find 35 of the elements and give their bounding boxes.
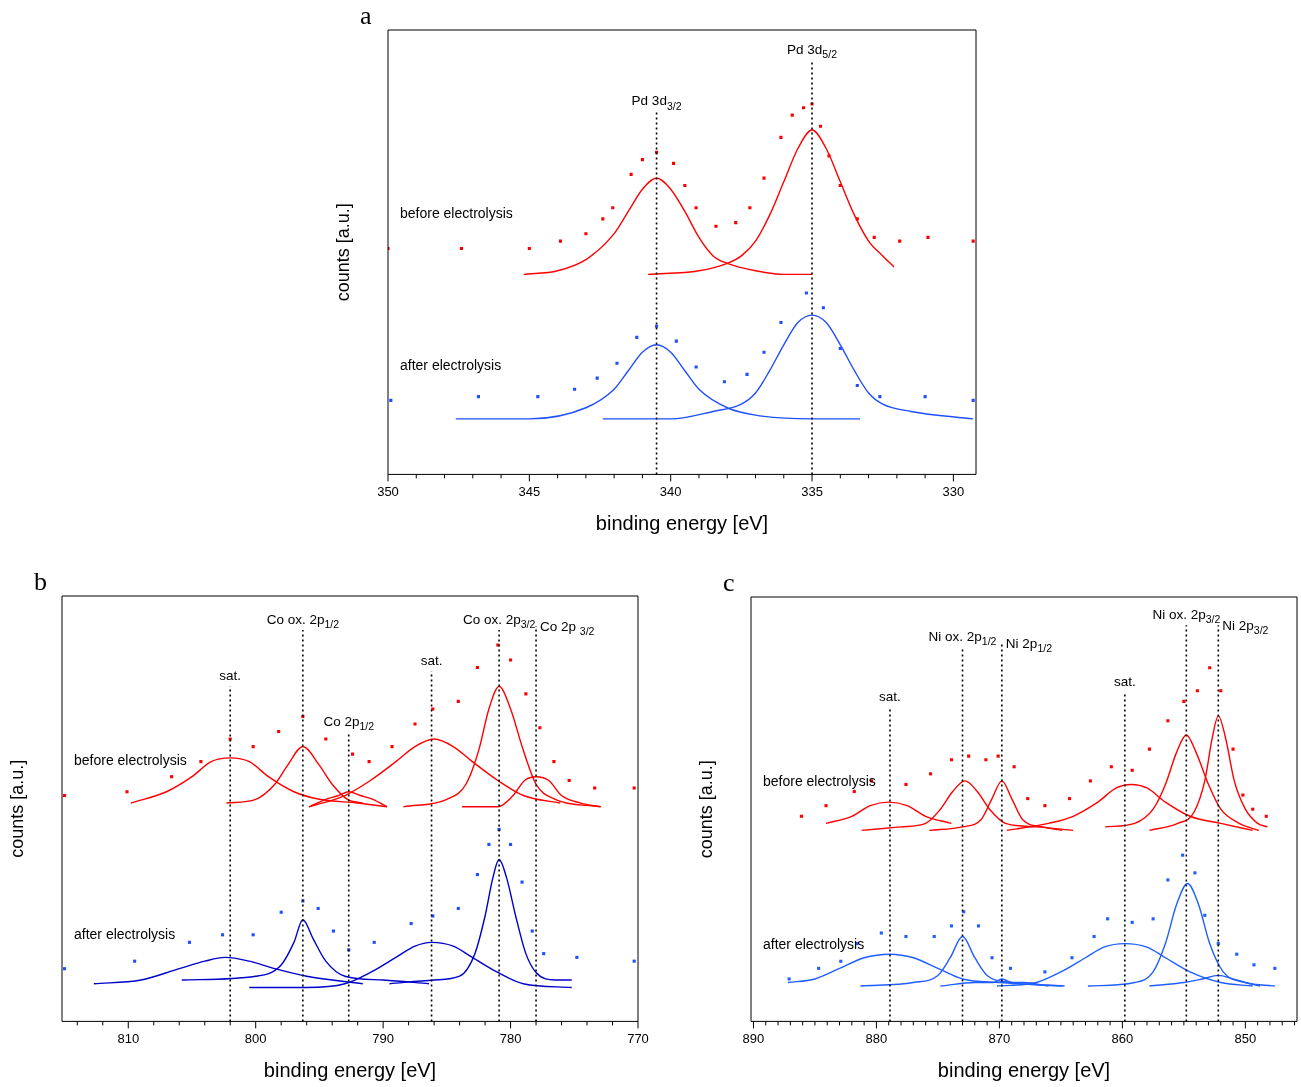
x-axis-title: binding energy [eV] bbox=[595, 511, 769, 534]
chart-title: c bbox=[723, 568, 735, 597]
x-tick-label: 860 bbox=[1111, 1030, 1134, 1046]
series-label: after electrolysis bbox=[74, 925, 176, 942]
y-axis-title: counts [a.u.] bbox=[695, 760, 716, 859]
x-tick-label: 790 bbox=[372, 1030, 394, 1046]
series-label: after electrolysis bbox=[400, 357, 502, 374]
x-tick-label: 330 bbox=[942, 483, 965, 499]
x-tick-label: 850 bbox=[1234, 1030, 1257, 1046]
x-tick-label: 345 bbox=[518, 483, 541, 499]
x-tick-label: 340 bbox=[659, 483, 682, 499]
y-axis-title: counts [a.u.] bbox=[6, 759, 27, 858]
series-label: after electrolysis bbox=[763, 935, 865, 952]
x-tick-label: 350 bbox=[377, 483, 399, 499]
y-axis-title: counts [a.u.] bbox=[332, 203, 353, 302]
annotation: Co 2p 3/2 bbox=[540, 618, 595, 637]
x-tick-label: 890 bbox=[742, 1030, 765, 1046]
series-label: before electrolysis bbox=[763, 773, 876, 790]
x-tick-label: 770 bbox=[627, 1030, 649, 1046]
x-tick-label: 810 bbox=[117, 1030, 140, 1046]
x-tick-label: 800 bbox=[244, 1030, 267, 1046]
series-label: before electrolysis bbox=[400, 205, 513, 222]
x-axis-title: binding energy [eV] bbox=[937, 1058, 1111, 1081]
chart-title: a bbox=[360, 1, 372, 30]
x-axis-title: binding energy [eV] bbox=[263, 1058, 437, 1081]
x-tick-label: 880 bbox=[865, 1030, 888, 1046]
x-tick-label: 870 bbox=[988, 1030, 1011, 1046]
series-label: before electrolysis bbox=[74, 752, 187, 769]
x-tick-label: 780 bbox=[499, 1030, 522, 1046]
annotation: sat. bbox=[1113, 674, 1136, 690]
chart-title: b bbox=[34, 567, 47, 596]
x-tick-label: 335 bbox=[801, 483, 823, 499]
annotation: sat. bbox=[879, 688, 901, 704]
annotation: sat. bbox=[219, 668, 242, 684]
annotation: sat. bbox=[420, 653, 443, 669]
